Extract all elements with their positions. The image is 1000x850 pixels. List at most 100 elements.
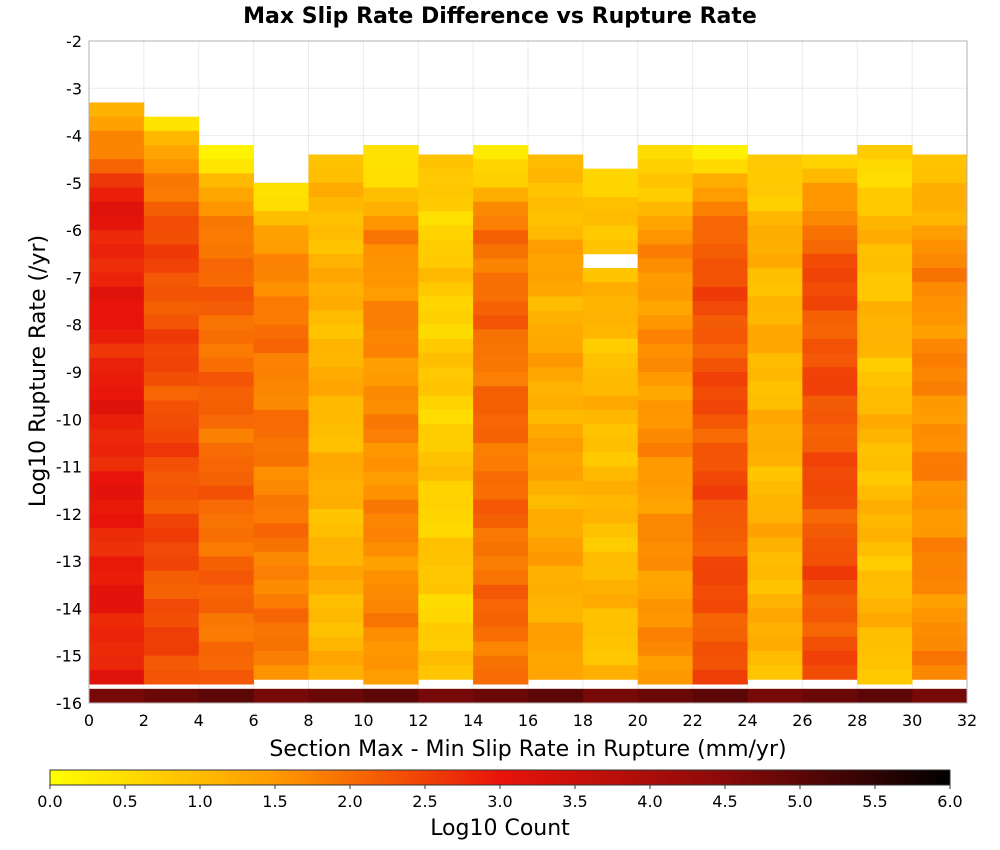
colorbar-tick-label: 2.5 <box>412 792 437 811</box>
heatmap-cell <box>912 225 968 240</box>
heatmap-cell <box>253 324 309 340</box>
heatmap-cell <box>692 400 748 415</box>
heatmap-cell <box>89 528 145 543</box>
heatmap-cell <box>363 386 419 401</box>
heatmap-cell <box>582 324 639 340</box>
heatmap-cell <box>143 400 200 415</box>
heatmap-cell <box>143 372 200 387</box>
heatmap-cell <box>582 636 639 652</box>
heatmap-cell <box>308 424 364 439</box>
heatmap-cell <box>198 258 255 274</box>
heatmap-cell <box>747 182 803 198</box>
heatmap-cell <box>802 480 858 496</box>
heatmap-cell <box>637 655 694 671</box>
heatmap-cell <box>912 509 968 524</box>
heatmap-cell <box>747 608 803 624</box>
heatmap-cell <box>747 537 803 553</box>
heatmap-cell <box>418 551 474 567</box>
heatmap-cell <box>198 471 255 486</box>
heatmap-cell <box>418 381 474 397</box>
heatmap-cell <box>143 272 200 288</box>
y-tick-label: -10 <box>56 410 82 429</box>
heatmap-cell <box>637 542 694 557</box>
heatmap-cell <box>253 353 309 368</box>
heatmap-cell <box>637 570 694 586</box>
heatmap-cell <box>692 542 748 557</box>
y-tick-label: -12 <box>56 505 82 524</box>
heatmap-cell <box>912 622 968 638</box>
heatmap-cell <box>143 130 200 146</box>
heatmap-cell <box>363 499 419 515</box>
heatmap-cell <box>528 452 584 467</box>
heatmap-cell <box>802 523 858 538</box>
heatmap-cell <box>143 414 200 430</box>
heatmap-cell <box>363 528 419 543</box>
heatmap-cell <box>912 650 968 666</box>
heatmap-cell <box>857 584 913 600</box>
heatmap-cell <box>198 230 255 245</box>
heatmap-cell <box>89 688 145 703</box>
heatmap-cell <box>582 310 639 326</box>
y-tick-label: -9 <box>66 363 82 382</box>
colorbar-tick-label: 3.0 <box>487 792 512 811</box>
heatmap-cell <box>802 452 858 467</box>
heatmap-cell <box>582 182 639 198</box>
heatmap-cell <box>308 253 364 269</box>
x-tick-label: 28 <box>847 711 867 730</box>
heatmap-cell <box>308 688 364 703</box>
heatmap-cell <box>253 594 309 609</box>
heatmap-cell <box>418 650 474 666</box>
heatmap-cell <box>637 258 694 274</box>
heatmap-cell <box>89 400 145 415</box>
heatmap-cell <box>89 173 145 188</box>
heatmap-cell <box>692 173 748 188</box>
heatmap-cell <box>582 452 639 467</box>
heatmap-cell <box>912 494 968 510</box>
heatmap-cell <box>308 211 364 226</box>
heatmap-cell <box>143 485 200 501</box>
heatmap-cell <box>418 608 474 624</box>
heatmap-cell <box>912 580 968 595</box>
heatmap-cell <box>363 655 419 671</box>
heatmap-cell <box>418 424 474 439</box>
heatmap-cell <box>582 211 639 226</box>
heatmap-cell <box>418 594 474 609</box>
heatmap-cell <box>253 636 309 652</box>
heatmap-cell <box>198 386 255 401</box>
heatmap-cell <box>363 258 419 274</box>
heatmap-cell <box>253 509 309 524</box>
heatmap-cell <box>802 253 858 269</box>
heatmap-cell <box>637 457 694 472</box>
x-tick-label: 20 <box>628 711 648 730</box>
heatmap-cell <box>473 159 529 174</box>
heatmap-cell <box>528 424 584 439</box>
heatmap-cell <box>747 324 803 340</box>
heatmap-cell <box>912 168 968 184</box>
y-tick-label: -15 <box>56 647 82 666</box>
heatmap-cell <box>89 669 145 685</box>
heatmap-cell <box>143 613 200 628</box>
heatmap-cell <box>582 509 639 524</box>
heatmap-cell <box>253 494 309 510</box>
heatmap-cell <box>802 324 858 340</box>
heatmap-cell <box>89 329 145 345</box>
heatmap-cell <box>637 272 694 288</box>
heatmap-cell <box>253 182 309 198</box>
heatmap-cell <box>637 357 694 373</box>
heatmap-cell <box>198 286 255 302</box>
heatmap-cell <box>912 665 968 680</box>
heatmap-cell <box>253 239 309 255</box>
colorbar-ticks: 0.0 0.5 1.0 1.5 2.0 2.5 3.0 3.5 4.0 4.5 5.0 5.5 6.0 <box>37 785 963 811</box>
heatmap-cell <box>912 338 968 354</box>
heatmap-cell <box>857 400 913 415</box>
heatmap-cell <box>857 258 913 274</box>
heatmap-cell <box>198 428 255 444</box>
heatmap-cell <box>802 168 858 184</box>
heatmap-cell <box>637 386 694 401</box>
heatmap-cell <box>802 154 858 170</box>
heatmap-cell <box>857 215 913 231</box>
heatmap-cell <box>582 197 639 212</box>
heatmap-cell <box>692 556 748 571</box>
heatmap-cell <box>473 428 529 444</box>
